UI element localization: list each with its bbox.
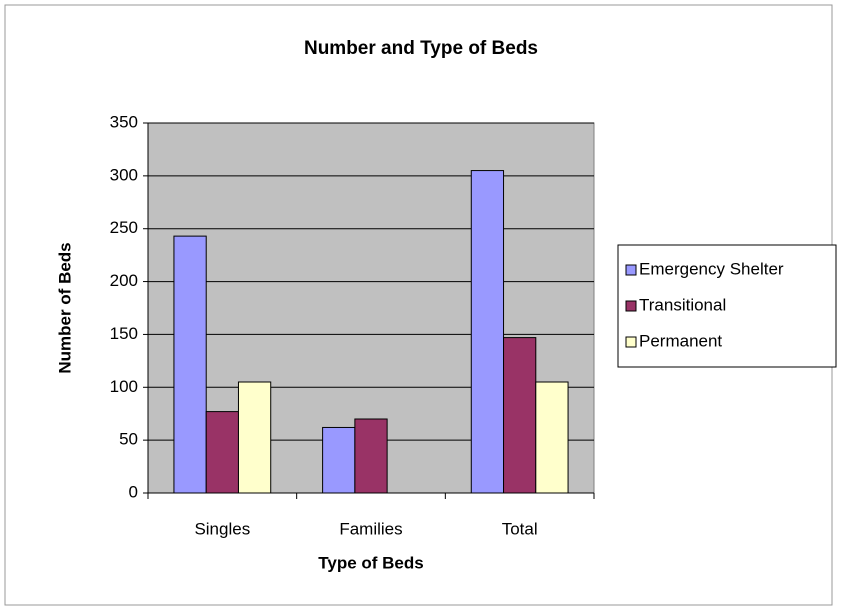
legend-swatch [625, 336, 637, 348]
y-tick-label: 350 [110, 112, 138, 131]
x-tick-label: Families [339, 519, 402, 538]
y-tick-label: 250 [110, 218, 138, 237]
y-tick-label: 0 [129, 482, 138, 501]
bar [503, 337, 537, 494]
y-tick-label: 150 [110, 324, 138, 343]
y-tick-label: 50 [119, 430, 138, 449]
chart-title: Number and Type of Beds [304, 38, 538, 59]
bar [322, 426, 356, 494]
legend-swatch [625, 264, 637, 276]
y-tick-label: 200 [110, 271, 138, 290]
x-axis-label: Type of Beds [318, 553, 423, 572]
y-axis-label: Number of Beds [55, 242, 74, 373]
bar [173, 235, 207, 494]
legend-label: Transitional [639, 295, 726, 314]
y-tick-label: 300 [110, 165, 138, 184]
legend-label: Emergency Shelter [639, 259, 784, 278]
x-tick-label: Singles [194, 519, 250, 538]
legend-box [617, 244, 837, 368]
y-tick-label: 100 [110, 377, 138, 396]
x-tick-label: Total [502, 519, 538, 538]
legend-label: Permanent [639, 331, 722, 350]
bar [354, 418, 388, 494]
bar [237, 381, 272, 494]
bar [470, 170, 505, 494]
bar [535, 381, 569, 494]
legend-swatch [625, 300, 637, 312]
bar [205, 411, 239, 494]
